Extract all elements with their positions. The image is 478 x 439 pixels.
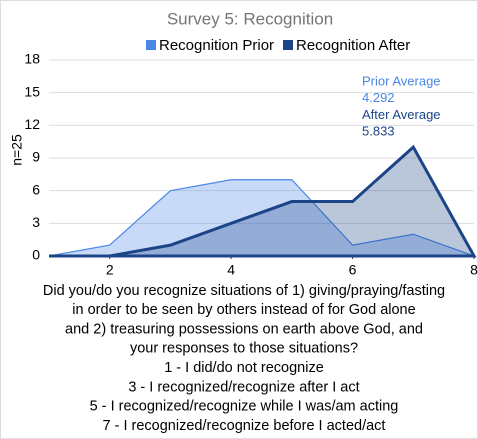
annotation: Prior Average <box>362 73 441 88</box>
x-tick-label: 8 <box>470 262 478 278</box>
y-tick-label: 0 <box>32 247 40 263</box>
x-axis-label: Did you/do you recognize situations of 1… <box>43 283 445 299</box>
x-tick-label: 2 <box>106 262 114 278</box>
legend-swatch <box>283 40 293 50</box>
annotation: 5.833 <box>362 124 395 139</box>
x-axis-label: and 2) treasuring possessions on earth a… <box>65 321 423 337</box>
y-tick-label: 15 <box>24 83 40 99</box>
annotation: 4.292 <box>362 90 395 105</box>
x-axis-label: 3 - I recognized/recognize after I act <box>128 379 359 395</box>
legend-label: Recognition After <box>296 37 410 54</box>
y-tick-label: 18 <box>24 51 40 67</box>
y-axis-label: n=25 <box>9 134 25 166</box>
x-axis-label: 1 - I did/do not recognize <box>164 360 324 376</box>
y-tick-label: 6 <box>32 181 40 197</box>
y-tick-label: 12 <box>24 116 40 132</box>
annotation: After Average <box>362 107 441 122</box>
area <box>48 179 475 257</box>
legend-swatch <box>146 40 156 50</box>
chart-title: Survey 5: Recognition <box>167 9 333 28</box>
y-tick-label: 9 <box>32 149 40 165</box>
x-tick-label: 4 <box>227 262 235 278</box>
x-tick-label: 6 <box>349 262 357 278</box>
area <box>49 144 477 258</box>
x-axis-label: your responses to those situations? <box>130 341 358 357</box>
legend-label: Recognition Prior <box>159 37 274 54</box>
x-axis-label: 5 - I recognized/recognize while I was/a… <box>90 399 399 415</box>
x-axis-label: 7 - I recognized/recognize before I acte… <box>103 418 386 434</box>
x-axis-label: in order to be seen by others instead of… <box>72 302 415 318</box>
y-tick-label: 3 <box>32 214 40 230</box>
